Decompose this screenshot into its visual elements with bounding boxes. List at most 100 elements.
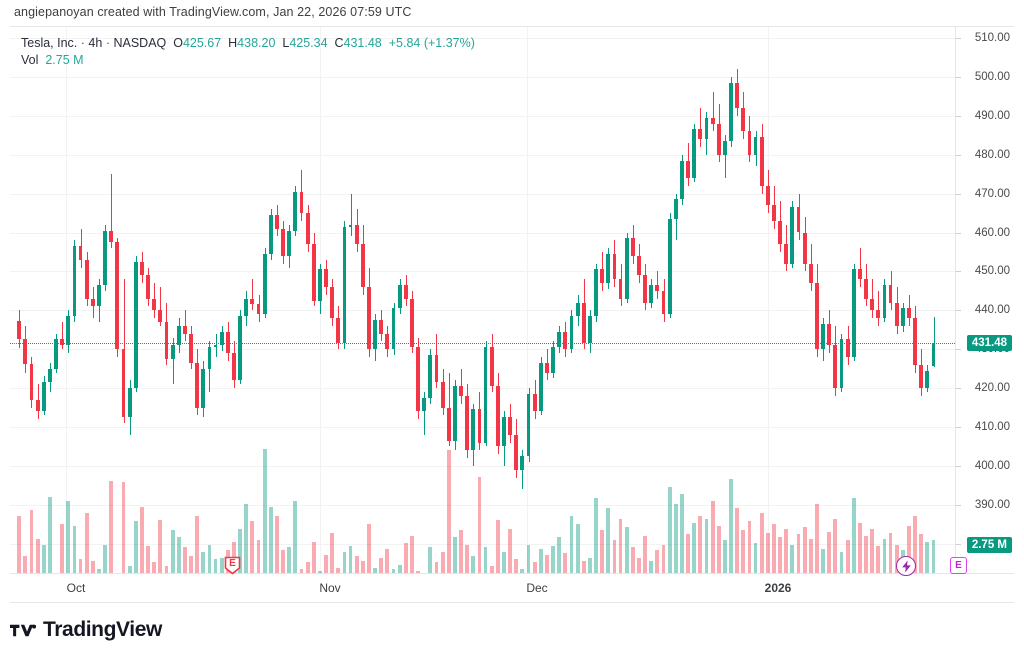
candle-wick [860,248,861,287]
candlestick [508,417,512,435]
volume-bar [452,537,457,588]
candlestick [545,362,549,373]
volume-bar [146,546,150,588]
candlestick [765,185,770,206]
volume-bar [563,553,568,588]
candlestick [256,304,261,315]
volume-bar [189,556,193,588]
volume-bar [790,544,795,588]
candle-wick [160,286,161,326]
candlestick [618,279,623,299]
volume-bar [710,501,715,588]
candle-wick [351,193,352,237]
volume-bar [815,504,819,588]
volume-bar [275,515,279,588]
volume-bar [342,551,347,588]
candlestick [189,333,193,363]
candlestick [360,244,365,287]
candlestick [796,207,801,233]
volume-bar [913,515,917,588]
candlestick [894,302,899,326]
candlestick [735,82,740,109]
candle-wick [62,321,63,350]
price-axis-tick-label: 420.00 [974,382,1010,395]
volume-bar [428,547,433,588]
volume-bar [741,530,746,588]
volume-bar [551,546,555,588]
candlestick [305,213,310,245]
volume-bar [195,515,200,588]
candlestick [397,285,402,309]
candlestick [440,382,445,408]
volume-bar [888,532,893,588]
candle-wick [173,337,174,385]
price-axis-tick-label: 490.00 [974,109,1010,122]
volume-bar [446,450,451,588]
volume-bar [324,554,328,588]
candlestick [244,298,249,317]
price-axis-tick [956,154,961,156]
candlestick [839,339,844,389]
gridline-horizontal [10,310,955,312]
price-axis-tick [956,115,961,117]
candlestick [808,263,813,284]
price-axis-tick [956,427,961,428]
volume-bar [765,532,770,588]
price-axis-tick [956,465,961,467]
candlestick [772,205,776,221]
gridline-horizontal [10,427,955,428]
volume-bar [219,557,224,588]
price-axis-tick-label: 460.00 [974,226,1010,239]
volume-bar [508,528,512,588]
volume-bar [72,525,77,588]
gridline-horizontal [10,232,955,234]
volume-bar [637,557,641,588]
candlestick [213,345,218,348]
candlestick [722,141,727,155]
candlestick [109,230,114,243]
volume-bar [655,550,660,588]
volume-bar [354,556,359,588]
volume-bar [256,540,261,588]
candlestick [23,339,28,364]
candlestick [152,298,157,311]
candlestick [913,318,917,365]
candlestick [815,283,819,350]
candlestick [931,343,936,367]
candle-wick [252,279,253,311]
candlestick [692,129,697,179]
candlestick [367,286,371,350]
candlestick [434,355,439,383]
candlestick [526,393,531,457]
earnings-marker-icon[interactable]: E [224,556,241,575]
candle-wick [424,391,425,435]
candlestick [379,320,384,334]
bolt-marker-icon[interactable] [896,556,916,576]
candlestick [170,345,175,359]
volume-bar [176,537,181,588]
volume-bar [379,557,384,588]
candlestick [471,409,476,451]
gridline-horizontal [10,76,955,78]
price-pane[interactable] [10,27,955,590]
candlestick [293,191,298,231]
volume-bar [109,480,114,588]
volume-bar [594,498,598,588]
price-axis[interactable]: 431.48 2.75 M 510.00 500.00 490.00 480.00 47… [955,27,1014,590]
candlestick [54,339,58,369]
gridline-horizontal [10,388,955,390]
price-axis-tick-label: 480.00 [974,148,1010,161]
time-axis[interactable]: Oct Nov Dec 2026 [10,573,1014,603]
candlestick [753,137,758,155]
shield-icon [224,556,241,575]
candlestick [747,131,752,155]
candlestick [575,302,580,317]
volume-bar [821,548,825,588]
candlestick [422,397,427,412]
volume-bar [133,521,138,588]
candlestick [686,160,690,179]
price-axis-tick [956,38,961,39]
volume-bar [477,476,482,588]
volume-bar [158,519,163,588]
future-earnings-marker[interactable]: E [950,557,967,574]
